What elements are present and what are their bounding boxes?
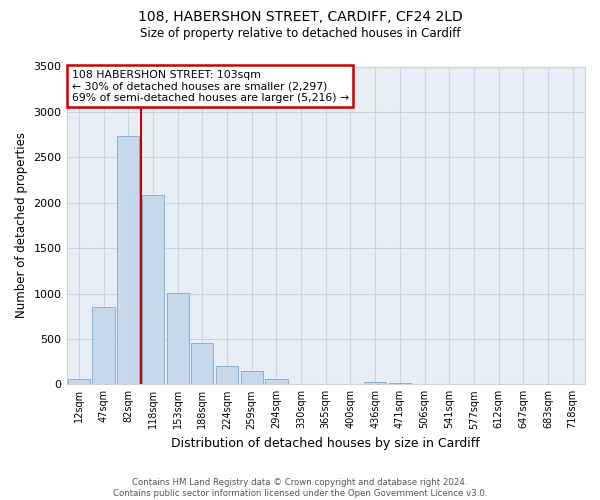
Text: 108, HABERSHON STREET, CARDIFF, CF24 2LD: 108, HABERSHON STREET, CARDIFF, CF24 2LD (137, 10, 463, 24)
Bar (68, 380, 90, 384)
Text: 108 HABERSHON STREET: 103sqm
← 30% of detached houses are smaller (2,297)
69% of: 108 HABERSHON STREET: 103sqm ← 30% of de… (72, 70, 349, 103)
X-axis label: Distribution of detached houses by size in Cardiff: Distribution of detached houses by size … (172, 437, 480, 450)
Bar (117, 136, 139, 384)
Bar (167, 292, 189, 384)
Bar (216, 366, 238, 384)
Bar (389, 383, 411, 384)
Bar (92, 307, 115, 384)
Text: Contains HM Land Registry data © Crown copyright and database right 2024.
Contai: Contains HM Land Registry data © Crown c… (113, 478, 487, 498)
Bar (241, 371, 263, 384)
Bar (142, 196, 164, 384)
Bar (191, 344, 214, 384)
Bar (265, 380, 287, 384)
Bar (364, 382, 386, 384)
Text: Size of property relative to detached houses in Cardiff: Size of property relative to detached ho… (140, 28, 460, 40)
Y-axis label: Number of detached properties: Number of detached properties (15, 132, 28, 318)
